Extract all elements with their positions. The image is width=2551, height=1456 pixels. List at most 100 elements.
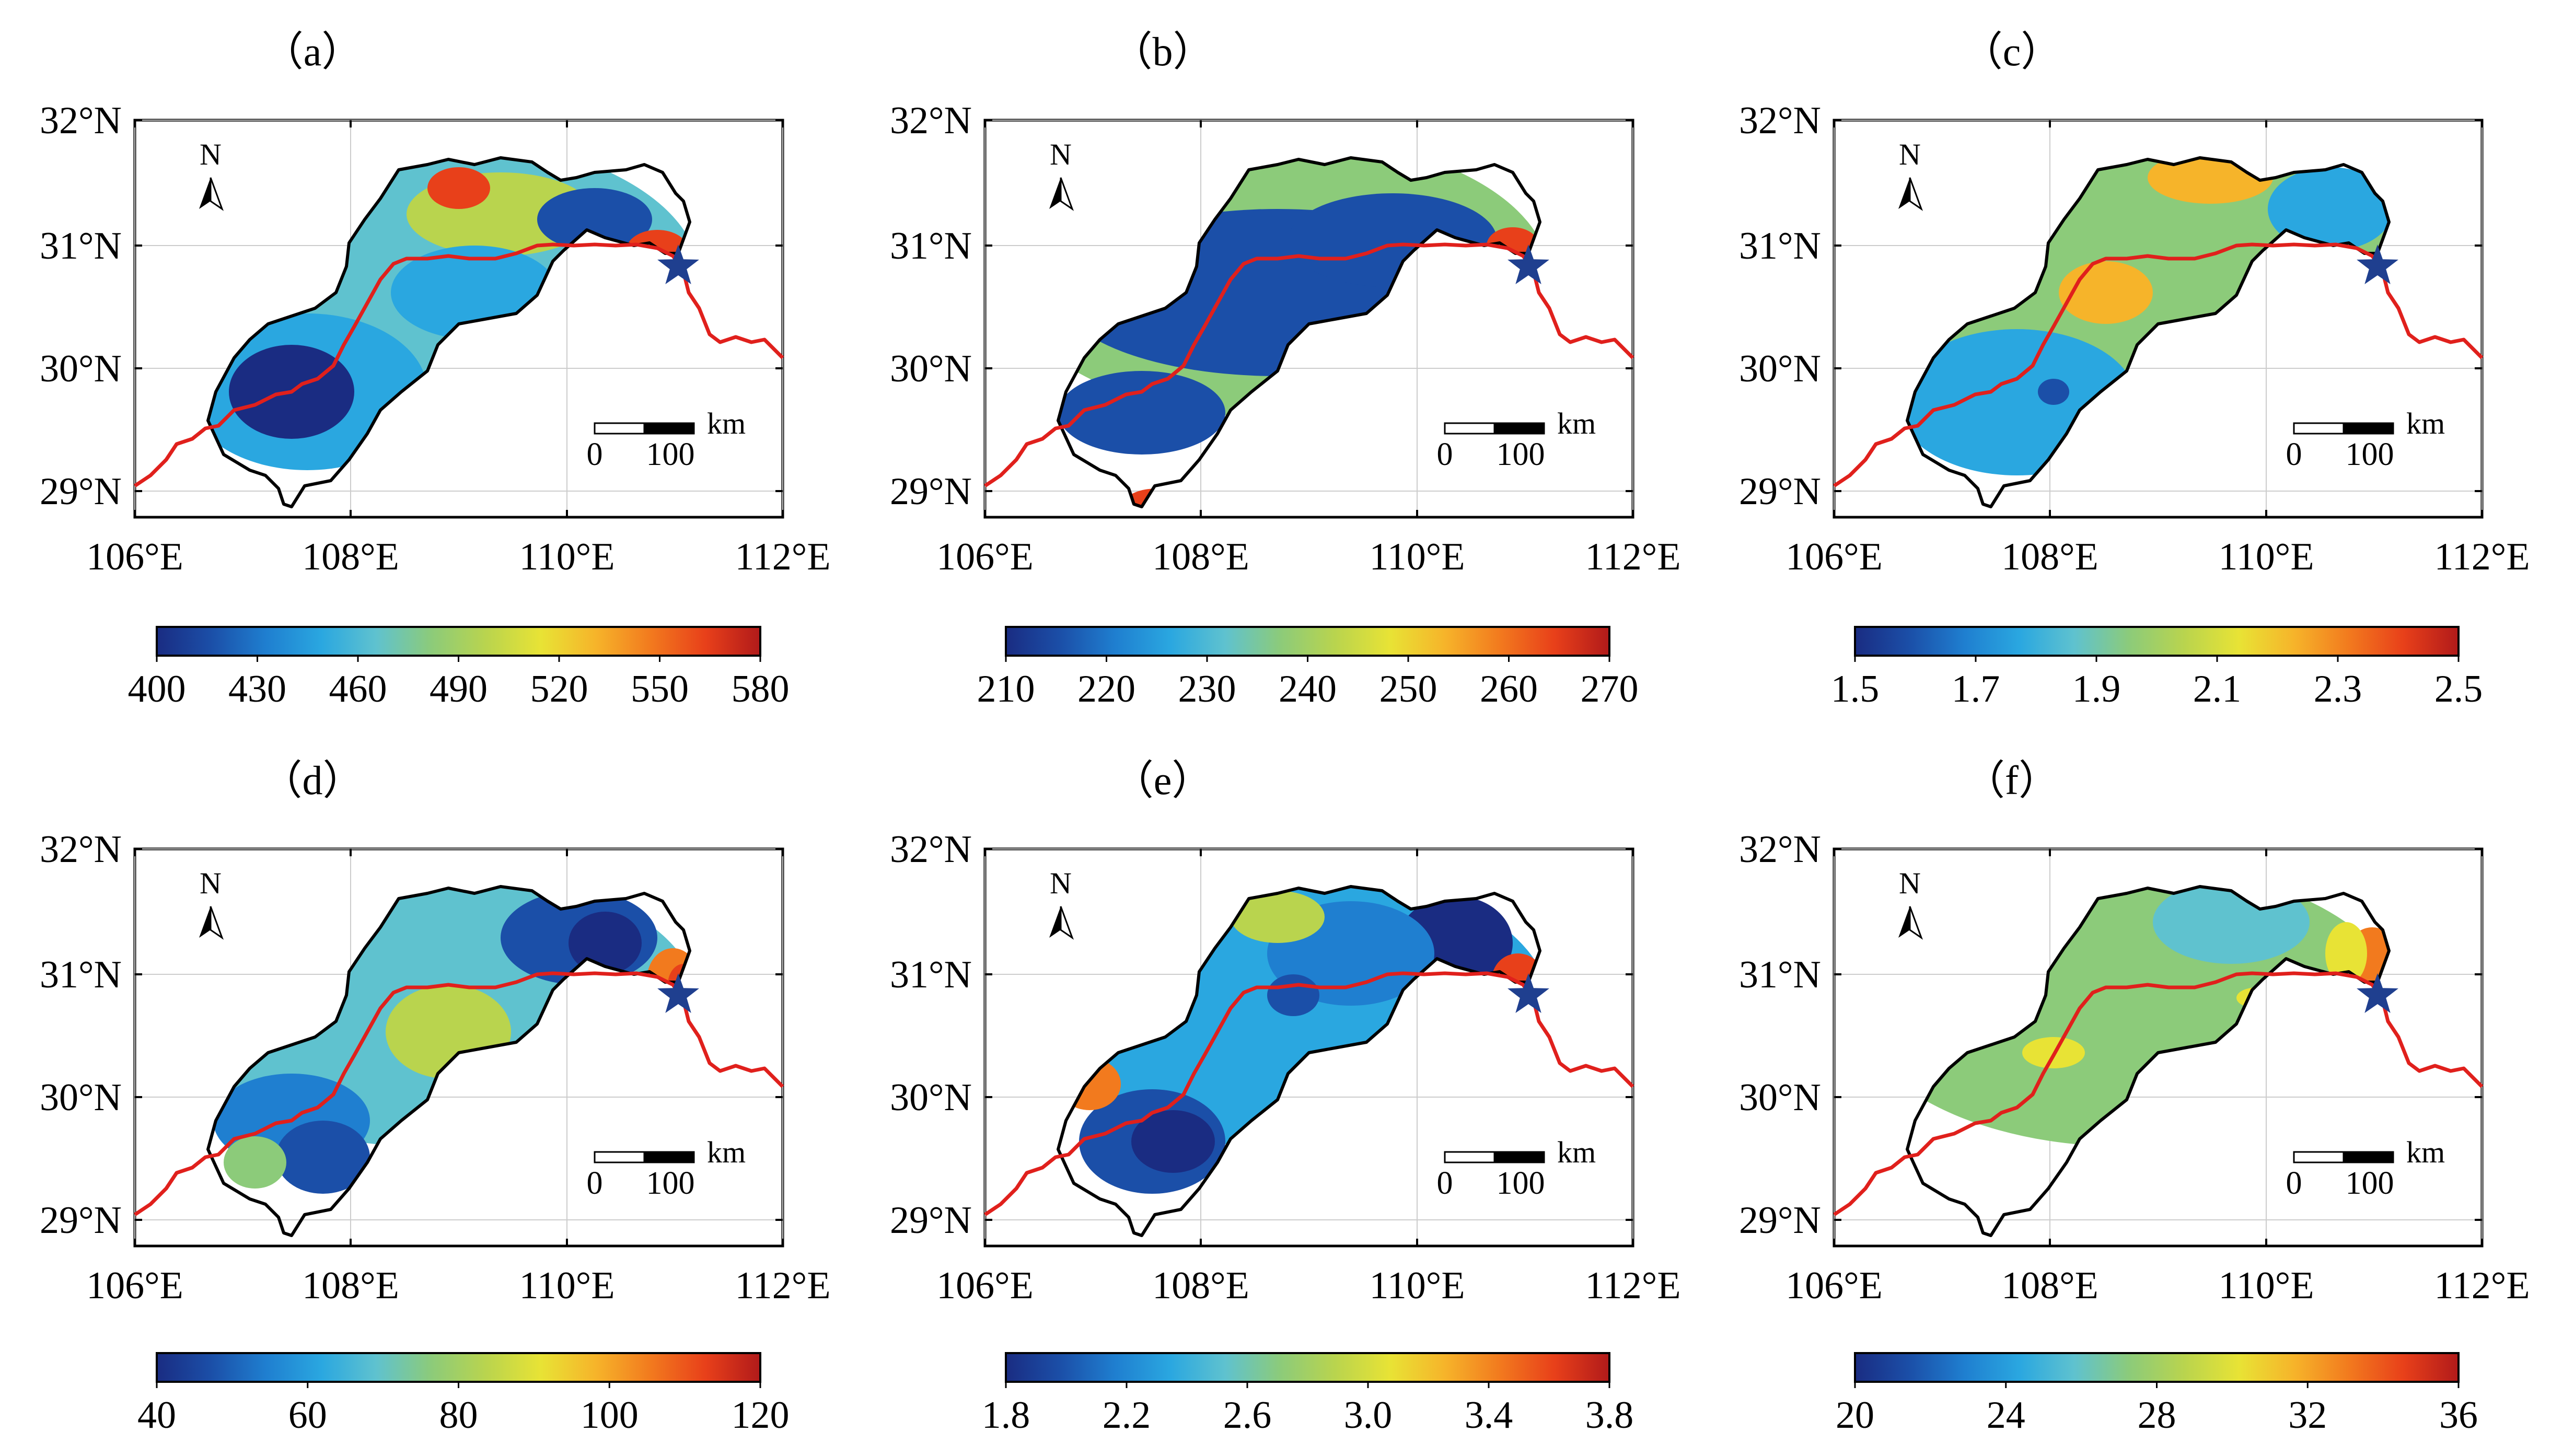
colorbar-tick-label: 28 <box>2138 1394 2176 1437</box>
basin-outline <box>1057 885 1541 1237</box>
colorbar-tick-label: 1.7 <box>1952 668 2000 710</box>
colorbar-tick-label: 80 <box>439 1394 478 1437</box>
colorbar-tick-label: 20 <box>1836 1394 1874 1437</box>
colorbar-tick-label: 270 <box>1581 668 1639 710</box>
scale-bar: km 0 100 <box>2286 1135 2445 1201</box>
scale-bar-zero: 0 <box>1437 437 1453 472</box>
lon-tick-label: 112°E <box>1585 535 1680 578</box>
lon-tick-label: 110°E <box>2218 1264 2314 1307</box>
lon-tick-label: 112°E <box>735 1264 830 1307</box>
colorbar-tick-label: 24 <box>1987 1394 2025 1437</box>
scale-bar-zero: 0 <box>2286 437 2302 472</box>
scale-bar-distance: 100 <box>646 1166 695 1201</box>
lat-tick-label: 32°N <box>890 828 972 871</box>
colorbar-tick-label: 580 <box>732 668 790 710</box>
north-arrow-icon: N <box>1898 137 1923 211</box>
north-arrow-label: N <box>200 137 222 171</box>
colorbar: 1.8 2.2 2.6 3.0 3.4 3.8 <box>982 1352 1634 1437</box>
colorbar-tick-label: 120 <box>732 1394 790 1437</box>
map-panel: （c） Nkm 0 100 32°N 31°N 30°N 29°N 106°E 108°E 110°… <box>1739 29 2530 710</box>
north-arrow-icon: N <box>199 866 224 940</box>
map-panel: （f） Nkm 0 100 32°N 31°N 30°N 29°N 106°E 108°E 110°… <box>1739 758 2530 1437</box>
colorbar-tick-label: 60 <box>288 1394 327 1437</box>
colorbar-tick-label: 230 <box>1178 668 1236 710</box>
lon-tick-label: 110°E <box>2218 535 2314 578</box>
scale-bar-zero: 0 <box>587 437 603 472</box>
scale-bar-distance: 100 <box>646 437 695 472</box>
colorbar-tick-label: 32 <box>2288 1394 2327 1437</box>
colorbar-tick-label: 3.8 <box>1585 1394 1634 1437</box>
colorbar-tick-label: 40 <box>137 1394 176 1437</box>
colorbar-tick-label: 3.4 <box>1465 1394 1513 1437</box>
scale-bar: km 0 100 <box>1437 406 1596 472</box>
scale-bar-unit: km <box>2406 1135 2445 1169</box>
lon-tick-label: 112°E <box>2434 1264 2530 1307</box>
lon-tick-label: 112°E <box>1585 1264 1680 1307</box>
lon-tick-label: 108°E <box>2001 1264 2098 1307</box>
lat-tick-label: 31°N <box>890 225 972 267</box>
lon-tick-label: 106°E <box>86 535 183 578</box>
lat-tick-label: 29°N <box>1739 470 1821 513</box>
panel-label: （c） <box>1962 29 2062 74</box>
panel-label: （b） <box>1111 29 1213 74</box>
lat-tick-label: 31°N <box>1739 953 1821 996</box>
colorbar: 40 60 80 100 120 <box>137 1352 790 1437</box>
lon-tick-label: 112°E <box>2434 535 2530 578</box>
lon-tick-label: 106°E <box>1785 1264 1883 1307</box>
colorbar-tick-label: 220 <box>1077 668 1135 710</box>
lon-tick-label: 108°E <box>2001 535 2098 578</box>
north-arrow-label: N <box>1050 866 1072 900</box>
basin-outline <box>1906 156 2391 508</box>
colorbar-tick-label: 550 <box>631 668 689 710</box>
north-arrow-icon: N <box>1898 866 1923 940</box>
station-star-icon <box>657 244 699 284</box>
colorbar-tick-label: 1.9 <box>2072 668 2121 710</box>
basin-outline <box>206 156 691 508</box>
lon-tick-label: 106°E <box>1785 535 1883 578</box>
colorbar-tick-label: 430 <box>228 668 286 710</box>
colorbar-tick-label: 2.2 <box>1103 1394 1151 1437</box>
colorbar-tick-label: 400 <box>128 668 186 710</box>
colorbar-tick-label: 3.0 <box>1344 1394 1393 1437</box>
colorbar-tick-label: 520 <box>530 668 588 710</box>
scale-bar-unit: km <box>1557 406 1596 440</box>
colorbar: 1.5 1.7 1.9 2.1 2.3 2.5 <box>1831 626 2483 710</box>
lat-tick-label: 31°N <box>890 953 972 996</box>
lat-tick-label: 29°N <box>40 1199 122 1242</box>
colorbar: 400 430 460 490 520 550 580 <box>128 626 790 710</box>
colorbar-tick-label: 100 <box>581 1394 639 1437</box>
river-line <box>1833 971 2484 1216</box>
panel-label: （d） <box>261 758 363 803</box>
colorbar-tick-label: 1.8 <box>982 1394 1030 1437</box>
scale-bar: km 0 100 <box>1437 1135 1596 1201</box>
lon-tick-label: 106°E <box>86 1264 183 1307</box>
lon-tick-label: 110°E <box>519 1264 614 1307</box>
scale-bar-unit: km <box>2406 406 2445 440</box>
river-line <box>1833 242 2484 487</box>
colorbar-tick-label: 250 <box>1379 668 1437 710</box>
lon-tick-label: 106°E <box>936 535 1034 578</box>
scale-bar-unit: km <box>707 1135 746 1169</box>
lon-tick-label: 110°E <box>1369 1264 1465 1307</box>
station-star-icon <box>2357 244 2398 284</box>
panel-label: （e） <box>1113 758 1213 803</box>
map-panel: （b） Nkm 0 100 32°N 31°N 30°N 29°N 106°E 108°E 110°… <box>890 29 1681 710</box>
river-line <box>134 971 784 1216</box>
map-panel: （d） Nkm 0 100 32°N 31°N 30°N 29°N 106°E 108°E 110°… <box>40 758 831 1437</box>
basin-outline <box>1057 156 1541 508</box>
lon-tick-label: 108°E <box>1152 535 1249 578</box>
colorbar-tick-label: 260 <box>1480 668 1538 710</box>
station-star-icon <box>1508 973 1549 1013</box>
map-panel: （a） Nkm 0 100 32°N 31°N 30°N 29°N 106°E 108°E 110°… <box>40 29 831 710</box>
scale-bar-unit: km <box>1557 1135 1596 1169</box>
lat-tick-label: 32°N <box>40 828 122 871</box>
colorbar-tick-label: 36 <box>2439 1394 2478 1437</box>
colorbar-tick-label: 1.5 <box>1831 668 1880 710</box>
scale-bar-distance: 100 <box>2346 437 2394 472</box>
lat-tick-label: 32°N <box>1739 828 1821 871</box>
scale-bar-zero: 0 <box>587 1166 603 1201</box>
panel-label: （f） <box>1964 758 2059 803</box>
scale-bar-distance: 100 <box>2346 1166 2394 1201</box>
scale-bar-zero: 0 <box>2286 1166 2302 1201</box>
scale-bar: km 0 100 <box>587 1135 746 1201</box>
